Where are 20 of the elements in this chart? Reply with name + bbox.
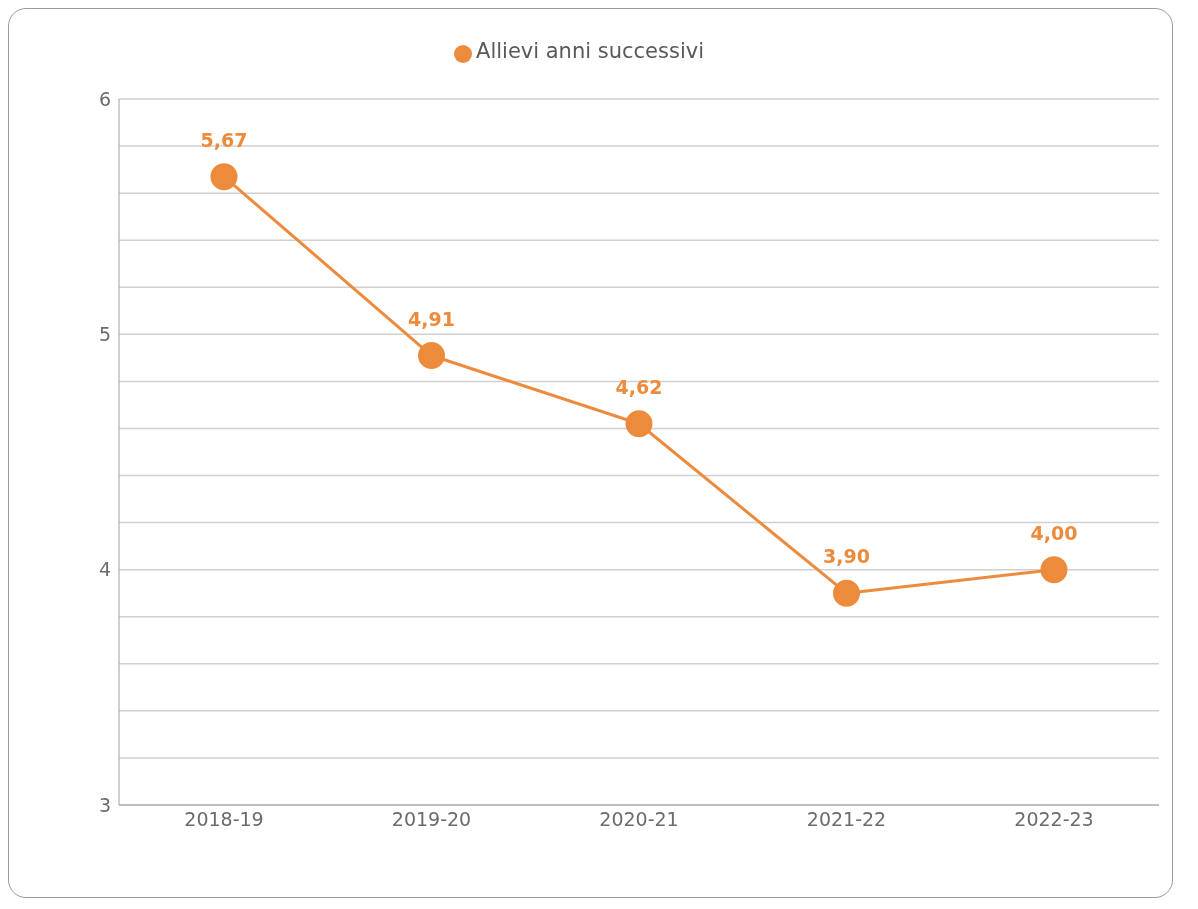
x-tick-label: 2021-22 [806,808,887,831]
data-label: 5,67 [200,128,248,151]
data-label: 4,00 [1030,521,1078,544]
x-tick-label: 2019-20 [391,808,472,831]
y-tick-label: 6 [98,87,111,110]
point [418,342,445,370]
point [1040,556,1068,584]
x-tick-label: 2020-21 [599,808,679,831]
x-tick-label: 2018-19 [184,808,264,831]
point [210,163,238,191]
point [625,410,653,438]
y-tick-label: 5 [98,323,111,346]
data-label: 4,62 [615,375,663,398]
legend-label: Allievi anni successivi [476,39,704,63]
point [833,579,860,607]
x-tick-label: 2022-23 [1014,808,1094,831]
y-tick-label: 3 [98,793,111,816]
data-label: 4,91 [408,307,455,330]
y-tick-label: 4 [98,558,111,581]
data-label: 3,90 [823,545,870,568]
